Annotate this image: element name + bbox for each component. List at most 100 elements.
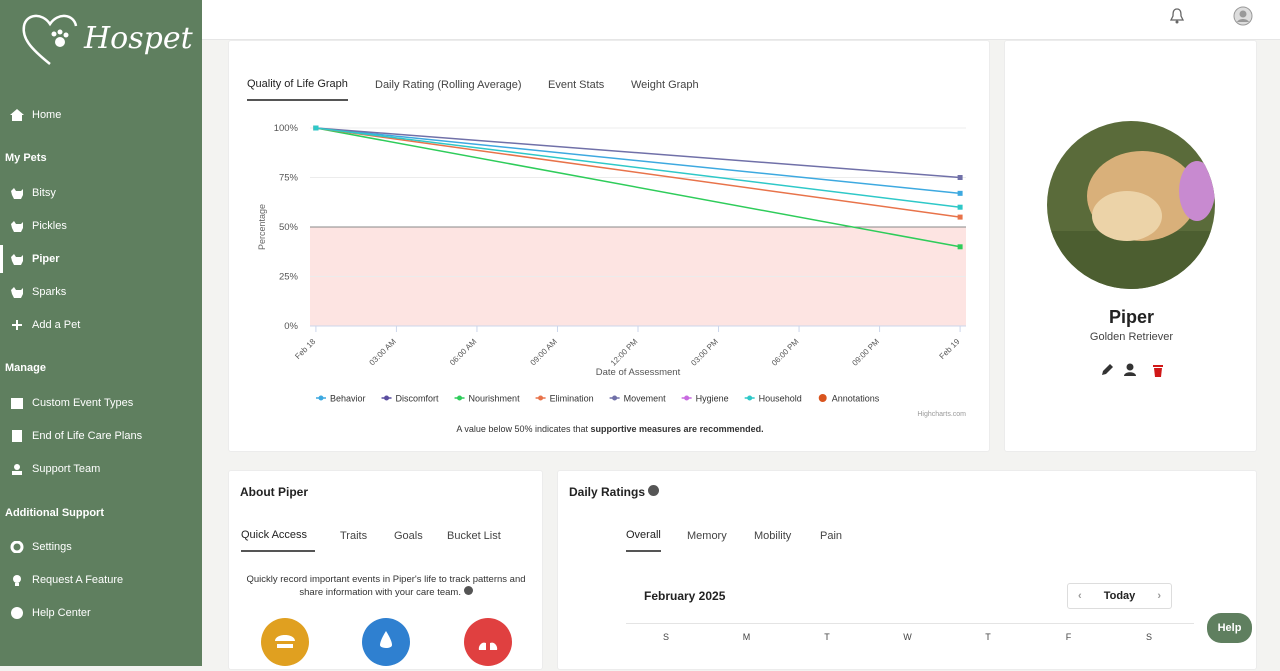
nav-item[interactable]: Custom Event Types: [0, 389, 202, 417]
point: [313, 125, 319, 131]
pet-name: Piper: [1108, 307, 1155, 327]
tab[interactable]: Quick Access: [241, 529, 315, 552]
legend-symbol: [612, 395, 618, 401]
about-text: Quickly record important events in Piper…: [241, 573, 531, 599]
weekday: T: [824, 632, 830, 642]
avatar[interactable]: [1233, 6, 1253, 26]
calendar: [626, 623, 1194, 671]
text: Quickly record important events in Piper…: [246, 574, 526, 598]
icon: [13, 575, 21, 586]
nav-item[interactable]: Sparks: [0, 278, 202, 306]
x-tick-label: Feb 19: [938, 337, 962, 361]
nav-label: Bitsy: [32, 187, 56, 199]
nav-home[interactable]: Home: [0, 101, 202, 129]
date-nav: ‹ Today ›: [1067, 583, 1172, 609]
edit[interactable]: [1102, 364, 1113, 375]
logo: [22, 14, 78, 65]
legend-item[interactable]: Behavior: [316, 394, 366, 404]
nav-label: Home: [32, 109, 62, 121]
actions: [1102, 363, 1163, 377]
section-title: Manage: [5, 362, 46, 374]
legend-item[interactable]: Hygiene: [681, 394, 729, 404]
x-axis-title: Date of Assessment: [596, 367, 681, 378]
quick-buttons: [261, 618, 512, 666]
legend-item[interactable]: Annotations: [818, 394, 880, 404]
credit: Highcharts.com: [917, 411, 966, 418]
x-tick-label: 06:00 AM: [448, 337, 479, 368]
today[interactable]: Today: [1103, 590, 1136, 602]
nav-label: Pickles: [32, 220, 67, 232]
quick-button[interactable]: [261, 618, 309, 666]
legend-symbol: [538, 395, 544, 401]
profile-card: Piper Golden Retriever: [1004, 40, 1257, 452]
tab[interactable]: Pain: [820, 530, 843, 542]
nav-item[interactable]: Support Team: [0, 455, 202, 483]
weekday: F: [1065, 632, 1072, 642]
icon: [12, 430, 22, 442]
y-tick-label: 75%: [279, 173, 299, 184]
series-line: [315, 127, 961, 208]
prev[interactable]: ‹: [1078, 590, 1082, 602]
legend-item[interactable]: Household: [744, 394, 802, 404]
legend-symbol: [384, 395, 390, 401]
legend-label: Nourishment: [469, 394, 521, 404]
tab[interactable]: Memory: [687, 530, 727, 542]
title: Daily Ratings: [569, 485, 646, 499]
nav-item-active[interactable]: Piper: [0, 245, 202, 273]
nav-label: Piper: [32, 253, 60, 265]
icon: [11, 254, 23, 265]
nav-label: Custom Event Types: [32, 397, 134, 409]
nav-item[interactable]: Request A Feature: [0, 566, 202, 594]
tab[interactable]: Quality of Life Graph: [247, 78, 348, 101]
brand: Hospet: [20, 8, 193, 68]
tab[interactable]: Event Stats: [548, 79, 605, 91]
tab[interactable]: Overall: [626, 529, 661, 552]
nav-item[interactable]: Bitsy: [0, 179, 202, 207]
weekday: S: [662, 632, 669, 642]
tab[interactable]: Daily Rating (Rolling Average): [375, 79, 522, 91]
series-line: [315, 127, 961, 248]
series-line: [315, 127, 961, 195]
month: February 2025: [644, 589, 726, 603]
x-tick-label: Feb 18: [293, 337, 317, 361]
pet-photo: [1047, 121, 1215, 289]
share[interactable]: [1124, 363, 1136, 377]
point: [957, 190, 963, 196]
nav-label: End of Life Care Plans: [32, 430, 143, 442]
nav-item[interactable]: Pickles: [0, 212, 202, 240]
nav-item[interactable]: End of Life Care Plans: [0, 422, 202, 450]
legend-item[interactable]: Movement: [609, 394, 667, 404]
nav-label: Help Center: [32, 607, 91, 619]
legend-item[interactable]: Discomfort: [381, 394, 440, 404]
delete[interactable]: [1153, 365, 1163, 377]
nav-label: Support Team: [32, 463, 101, 475]
card-title: About Piper: [240, 485, 308, 499]
nav-item[interactable]: Settings: [0, 533, 202, 561]
next[interactable]: ›: [1157, 590, 1161, 602]
quick-button[interactable]: [464, 618, 512, 666]
note: A value below 50% indicates that support…: [456, 424, 763, 434]
point: [957, 244, 963, 250]
tab[interactable]: Traits: [340, 530, 368, 542]
legend-item[interactable]: Nourishment: [454, 394, 521, 404]
notifications[interactable]: [1168, 7, 1186, 25]
icon: [10, 541, 24, 553]
legend-item[interactable]: Elimination: [535, 394, 594, 404]
series-line: [315, 127, 961, 218]
note-emphasis: supportive measures are recommended.: [591, 424, 764, 434]
nav-item[interactable]: Add a Pet: [0, 311, 202, 339]
tab[interactable]: Weight Graph: [631, 79, 699, 91]
tab[interactable]: Bucket List: [447, 530, 501, 542]
info-icon[interactable]: [648, 485, 660, 496]
icon: [11, 221, 23, 232]
info-icon[interactable]: [463, 586, 473, 595]
nav-item[interactable]: Help Center: [0, 599, 202, 627]
tab[interactable]: Mobility: [754, 530, 792, 542]
graph-card: Quality of Life Graph Daily Rating (Roll…: [228, 40, 990, 452]
tab[interactable]: Goals: [394, 530, 423, 542]
help-button[interactable]: Help: [1207, 613, 1252, 643]
card-title: Daily Ratings: [569, 485, 660, 499]
legend-label: Behavior: [330, 394, 366, 404]
sidebar: Hospet Home My Pets Bitsy Pickles Piper …: [0, 0, 202, 666]
nav-label: Request A Feature: [32, 574, 124, 586]
